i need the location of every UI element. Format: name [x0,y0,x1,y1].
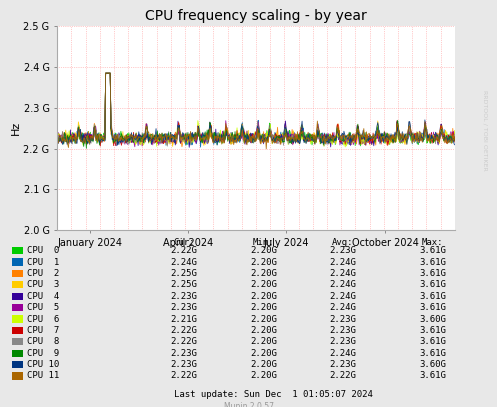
Text: RRDTOOL / TOBI OETIKER: RRDTOOL / TOBI OETIKER [482,90,487,171]
Text: CPU 11: CPU 11 [27,372,60,381]
Text: 2.24G: 2.24G [330,280,356,289]
Text: 3.61G: 3.61G [419,258,446,267]
Text: 2.24G: 2.24G [330,292,356,301]
Text: 2.20G: 2.20G [250,360,277,369]
Text: 2.20G: 2.20G [250,269,277,278]
Text: Min:: Min: [252,238,274,247]
Text: 2.23G: 2.23G [330,326,356,335]
Text: Avg:: Avg: [332,238,354,247]
Text: 2.23G: 2.23G [170,360,197,369]
Text: 2.23G: 2.23G [330,360,356,369]
Text: 3.61G: 3.61G [419,246,446,255]
Text: 3.61G: 3.61G [419,372,446,381]
Text: CPU  3: CPU 3 [27,280,60,289]
Text: 2.23G: 2.23G [330,246,356,255]
Text: 2.24G: 2.24G [330,349,356,358]
Text: CPU  2: CPU 2 [27,269,60,278]
Text: 2.20G: 2.20G [250,246,277,255]
Text: 3.61G: 3.61G [419,292,446,301]
Y-axis label: Hz: Hz [10,121,20,136]
Text: 2.23G: 2.23G [170,292,197,301]
Text: 3.61G: 3.61G [419,269,446,278]
Text: 3.60G: 3.60G [419,315,446,324]
Text: 2.20G: 2.20G [250,337,277,346]
Text: CPU  8: CPU 8 [27,337,60,346]
Text: 2.22G: 2.22G [170,326,197,335]
Text: Cur:: Cur: [173,238,195,247]
Title: CPU frequency scaling - by year: CPU frequency scaling - by year [145,9,367,22]
Text: 2.25G: 2.25G [170,280,197,289]
Text: 2.22G: 2.22G [170,372,197,381]
Text: CPU  6: CPU 6 [27,315,60,324]
Text: CPU  5: CPU 5 [27,303,60,312]
Text: 2.22G: 2.22G [170,246,197,255]
Text: 2.20G: 2.20G [250,315,277,324]
Text: 2.25G: 2.25G [170,269,197,278]
Text: 2.20G: 2.20G [250,372,277,381]
Text: Max:: Max: [421,238,443,247]
Text: CPU 10: CPU 10 [27,360,60,369]
Text: 3.61G: 3.61G [419,337,446,346]
Text: 3.60G: 3.60G [419,360,446,369]
Text: 2.20G: 2.20G [250,258,277,267]
Text: 2.23G: 2.23G [170,303,197,312]
Text: 2.21G: 2.21G [170,315,197,324]
Text: 2.24G: 2.24G [330,258,356,267]
Text: 3.61G: 3.61G [419,303,446,312]
Text: 2.24G: 2.24G [330,269,356,278]
Text: Munin 2.0.57: Munin 2.0.57 [224,402,273,407]
Text: Last update: Sun Dec  1 01:05:07 2024: Last update: Sun Dec 1 01:05:07 2024 [174,390,373,399]
Text: 2.22G: 2.22G [330,372,356,381]
Text: 2.20G: 2.20G [250,349,277,358]
Text: 2.24G: 2.24G [330,303,356,312]
Text: CPU  9: CPU 9 [27,349,60,358]
Text: 2.22G: 2.22G [170,337,197,346]
Text: 3.61G: 3.61G [419,280,446,289]
Text: 2.24G: 2.24G [170,258,197,267]
Text: 2.23G: 2.23G [170,349,197,358]
Text: 2.23G: 2.23G [330,315,356,324]
Text: CPU  4: CPU 4 [27,292,60,301]
Text: CPU  1: CPU 1 [27,258,60,267]
Text: CPU  7: CPU 7 [27,326,60,335]
Text: 2.20G: 2.20G [250,292,277,301]
Text: CPU  0: CPU 0 [27,246,60,255]
Text: 2.20G: 2.20G [250,303,277,312]
Text: 2.20G: 2.20G [250,280,277,289]
Text: 3.61G: 3.61G [419,349,446,358]
Text: 2.23G: 2.23G [330,337,356,346]
Text: 3.61G: 3.61G [419,326,446,335]
Text: 2.20G: 2.20G [250,326,277,335]
